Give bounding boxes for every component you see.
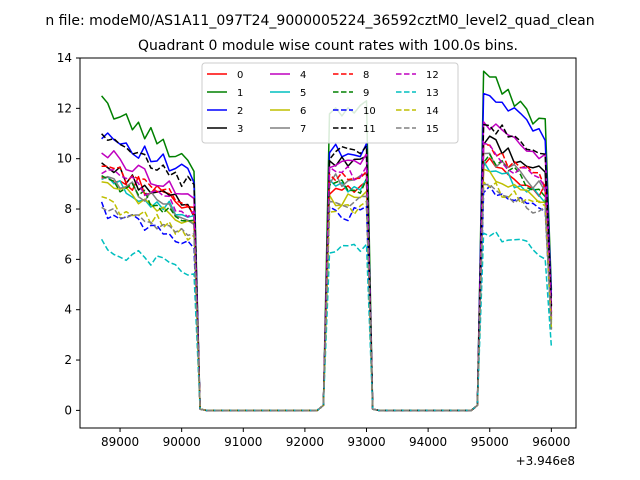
legend-label-11: 11 — [363, 124, 376, 135]
legend-label-9: 9 — [363, 88, 369, 99]
y-tick-label: 6 — [64, 252, 72, 266]
y-tick-label: 0 — [64, 403, 72, 417]
legend-label-13: 13 — [426, 88, 439, 99]
legend-label-2: 2 — [237, 106, 243, 117]
y-tick-label: 10 — [57, 152, 72, 166]
legend-label-15: 15 — [426, 124, 439, 135]
y-tick-label: 2 — [64, 353, 72, 367]
x-tick-label: 94000 — [409, 435, 447, 449]
chart-title: Quadrant 0 module wise count rates with … — [138, 38, 518, 54]
y-tick-label: 14 — [57, 51, 72, 65]
y-tick-label: 8 — [64, 202, 72, 216]
legend-label-6: 6 — [300, 106, 306, 117]
legend-label-4: 4 — [300, 70, 306, 81]
x-axis: 89000 90000 91000 92000 93000 94000 95000 96000 — [101, 428, 570, 449]
x-tick-label: 91000 — [224, 435, 262, 449]
legend-label-1: 1 — [237, 88, 243, 99]
y-axis: 0 2 4 6 8 10 12 14 — [57, 51, 80, 417]
x-tick-label: 89000 — [101, 435, 139, 449]
x-tick-label: 96000 — [532, 435, 570, 449]
legend-label-10: 10 — [363, 106, 376, 117]
legend-frame — [201, 62, 459, 144]
y-tick-label: 4 — [64, 303, 72, 317]
x-offset-label: +3.946e8 — [516, 454, 575, 468]
legend-label-7: 7 — [300, 124, 306, 135]
series-line-15 — [101, 183, 553, 412]
series-lines — [100, 70, 553, 412]
x-tick-label: 90000 — [163, 435, 201, 449]
x-tick-label: 92000 — [286, 435, 324, 449]
figure-suptitle: n file: modeM0/AS1A11_097T24_9000005224_… — [45, 13, 594, 29]
plot-frame — [79, 57, 577, 429]
legend-label-3: 3 — [237, 124, 243, 135]
legend-label-8: 8 — [363, 70, 369, 81]
legend-label-14: 14 — [426, 106, 439, 117]
legend-label-5: 5 — [300, 88, 306, 99]
legend-label-0: 0 — [237, 70, 243, 81]
x-tick-label: 95000 — [471, 435, 509, 449]
x-tick-label: 93000 — [347, 435, 385, 449]
y-tick-label: 12 — [57, 101, 72, 115]
legend-label-12: 12 — [426, 70, 439, 81]
